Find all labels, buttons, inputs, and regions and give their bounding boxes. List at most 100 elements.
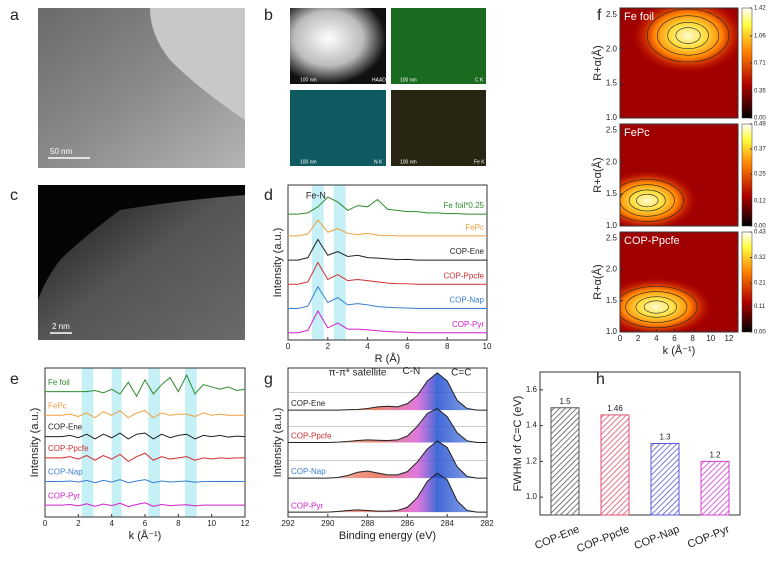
y-axis-label: Intensity (a.u.) [272,408,284,478]
colorbar-label: 0.37 [754,147,766,153]
annotation: π-π* satellite [329,367,387,378]
y-tick-label: 1.5 [606,79,618,88]
component-fill [288,372,487,411]
y-tick-label: 1.0 [606,113,618,122]
x-axis-label: k (Å⁻¹) [663,344,696,357]
colorbar-label: 0.11 [754,304,766,310]
contour-line [643,300,669,314]
x-tick-label: 10 [483,342,492,351]
bar [700,460,730,516]
x-tick-label: 12 [724,334,733,343]
colorbar-label: 0.21 [754,281,766,287]
y-axis-label: R+α(Å) [591,45,604,80]
value-label: 1.3 [659,433,671,442]
spectrum-line [288,219,487,237]
plot-title: Fe foil [624,11,654,23]
colorbar-label: 0.12 [754,199,766,205]
tile-label: C K [475,77,484,83]
x-tick-label: 292 [281,519,295,528]
y-tick-label: 1.0 [526,492,538,501]
panel-label: g [264,371,273,388]
x-tick-label: COP-Pyr [686,523,732,551]
x-axis-label: Binding energy (eV) [339,530,436,542]
haadf-image [290,8,386,84]
spectrum-line [288,196,487,215]
bar [650,443,680,516]
hot-spot [620,277,714,332]
series-label: COP-Nap [449,296,484,305]
panel-label: h [596,371,605,388]
n-map [290,90,386,166]
x-tick-label: 284 [441,519,455,528]
spectrum-line [45,502,245,508]
y-axis-label: Intensity (a.u.) [29,408,41,478]
series-label: COP-Ppcfe [444,271,485,280]
colorbar-label: 0.43 [754,230,766,236]
annotation: C=C [451,367,471,378]
colorbar-label: 0.71 [754,61,766,67]
x-axis-label: k (Å⁻¹) [129,529,162,542]
contour-clip [620,169,699,226]
colorbar-label: 1.42 [754,6,766,12]
annotation: C-N [402,366,420,377]
series-label: COP-Ene [450,247,485,256]
contour-line [675,27,701,44]
contour-line [636,193,659,208]
spectrum-line [288,440,487,479]
colorbar-label: 0.00 [754,116,766,122]
plot-frame [619,7,739,119]
contour-line [646,8,730,63]
x-tick-label: 8 [445,342,450,351]
x-tick-label: 4 [654,334,659,343]
x-tick-label: COP-Ene [533,523,581,552]
series-label: FePc [465,223,484,232]
colorbar-label: 0.49 [754,122,766,128]
contour-line [620,286,698,328]
scale-label: 100 nm [400,159,417,165]
x-tick-label: 12 [241,519,250,528]
plot-frame [287,184,488,341]
y-tick-label: 2.0 [606,157,618,166]
x-tick-label: 2 [76,519,81,528]
y-tick-label: 2.5 [606,10,618,19]
colorbar [741,123,753,227]
scale-label: 2 nm [52,322,70,331]
highlight-band [333,185,346,340]
colorbar-label: 0.00 [754,330,766,336]
y-axis-label: Intensity (a.u.) [272,228,284,298]
plot-frame [619,231,739,333]
plot-frame [539,371,741,516]
y-axis-label: FWHM of C=C (eV) [512,396,524,492]
y-tick-label: 1.4 [526,421,538,430]
contour-line [625,291,688,323]
plot-frame [619,123,739,227]
y-tick-label: 1.6 [526,385,538,394]
series-label: COP-Pyr [48,491,80,500]
x-tick-label: 4 [365,342,370,351]
scale-label: 100 nm [300,77,317,83]
contour-clip [620,277,714,332]
spectrum-line [45,452,245,463]
highlight-band [148,368,160,517]
spectrum-line [288,285,487,310]
bar [600,414,630,516]
contour-clip [630,8,738,74]
scale-label: 100 nm [300,159,317,165]
spectrum-line [45,479,245,484]
panel-label: e [10,371,19,388]
highlight-band [81,368,94,517]
panel-label: b [264,7,273,24]
component-fill [288,473,487,513]
y-axis-label: R+α(Å) [591,264,604,299]
colorbar-label: 1.06 [754,33,766,39]
series-label: Fe foil [48,378,70,387]
y-tick-label: 2.0 [606,44,618,53]
x-tick-label: 8 [690,334,695,343]
panel-label: d [264,187,273,204]
tem-region [150,8,245,120]
series-label: COP-Nap [48,468,83,477]
spectrum-line [288,238,487,261]
hot-spot [620,169,699,226]
y-tick-label: 1.0 [606,221,618,230]
colorbar-label: 0.32 [754,255,766,261]
